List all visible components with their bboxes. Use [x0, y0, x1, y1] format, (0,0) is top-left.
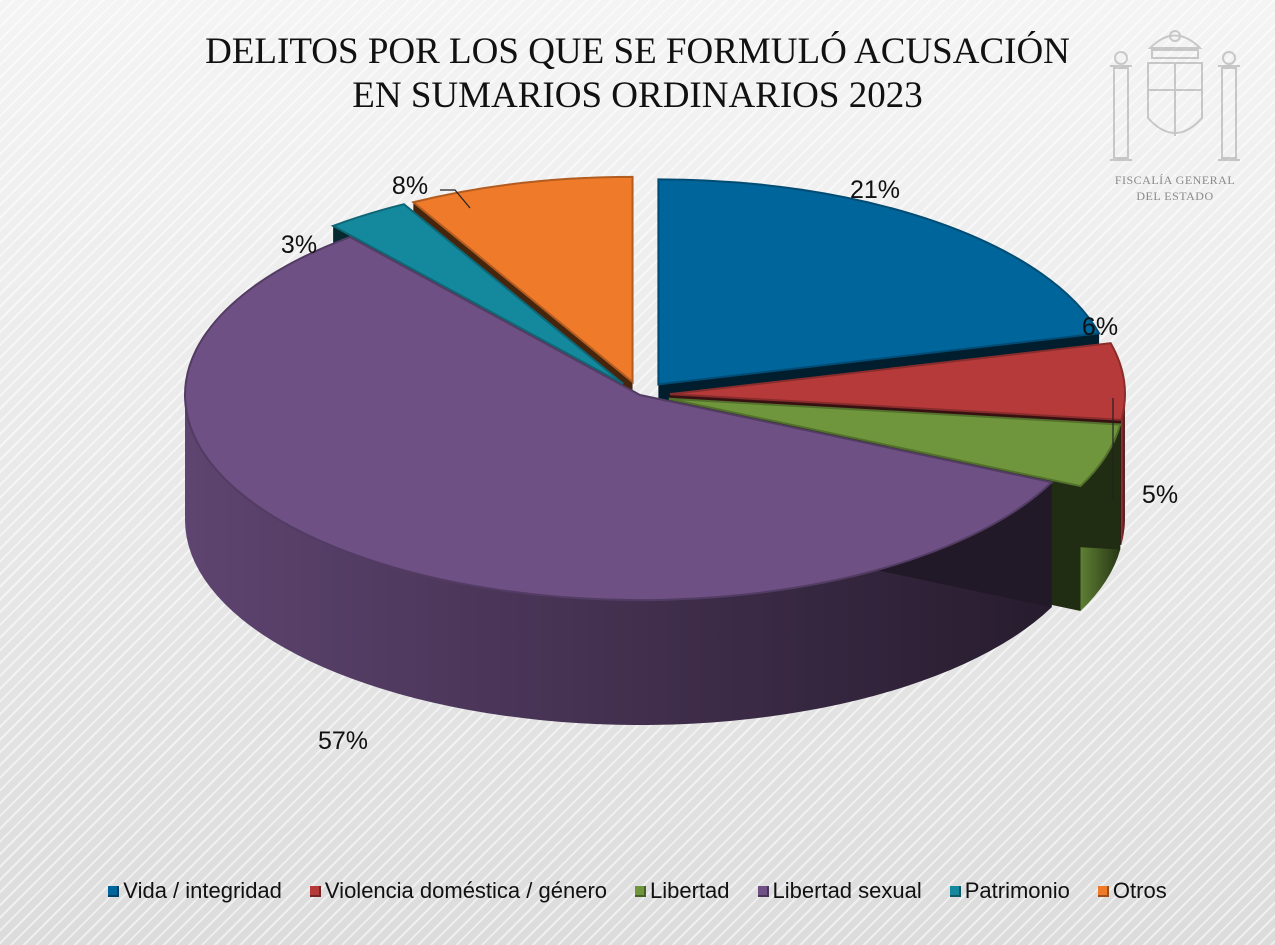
seal-caption-line-2: DEL ESTADO [1136, 189, 1214, 203]
chart-title-line-1: DELITOS POR LOS QUE SE FORMULÓ ACUSACIÓN [205, 31, 1070, 72]
slice-patrimonio [330, 203, 624, 385]
legend-item-5: Otros [1097, 878, 1167, 904]
seal-caption: FISCALÍA GENERAL DEL ESTADO [1090, 172, 1260, 204]
legend-swatch-2 [635, 885, 647, 897]
leader-line-otros [440, 189, 471, 209]
slice-libertad [668, 397, 1122, 488]
slice-otros [411, 175, 634, 385]
slice-wall-1 [1121, 394, 1125, 545]
legend-item-0: Vida / integridad [108, 878, 282, 904]
legend-swatch-0 [108, 885, 120, 897]
chart-title-line-2: EN SUMARIOS ORDINARIOS 2023 [352, 75, 923, 116]
legend: Vida / integridad Violencia doméstica / g… [0, 878, 1275, 904]
data-label-4: 3% [281, 231, 317, 259]
legend-label-3: Libertad sexual [772, 878, 922, 903]
data-label-5: 8% [392, 172, 428, 200]
slice-violencia-dom-stica-g-nero [669, 342, 1126, 421]
data-label-2: 5% [1142, 481, 1178, 509]
coat-of-arms-icon [1110, 30, 1240, 161]
data-label-1: 6% [1082, 313, 1118, 341]
legend-item-2: Libertad [635, 878, 730, 904]
legend-label-4: Patrimonio [964, 878, 1070, 903]
seal-caption-line-1: FISCALÍA GENERAL [1114, 173, 1236, 187]
legend-label-5: Otros [1112, 878, 1167, 903]
data-label-3: 57% [318, 727, 368, 755]
legend-label-2: Libertad [650, 878, 730, 903]
slice-wall-3 [185, 395, 1052, 725]
legend-swatch-5 [1097, 885, 1109, 897]
chart-title: DELITOS POR LOS QUE SE FORMULÓ ACUSACIÓN… [0, 30, 1275, 118]
legend-item-4: Patrimonio [949, 878, 1070, 904]
slice-vida-integridad [657, 178, 1101, 386]
slice-libertad-sexual [184, 235, 1054, 601]
legend-label-1: Violencia doméstica / género [324, 878, 608, 903]
data-label-0: 21% [850, 176, 900, 204]
legend-swatch-1 [309, 885, 321, 897]
legend-item-1: Violencia doméstica / género [309, 878, 608, 904]
legend-item-3: Libertad sexual [757, 878, 922, 904]
legend-swatch-3 [757, 885, 769, 897]
legend-label-0: Vida / integridad [123, 878, 282, 903]
legend-swatch-4 [949, 885, 961, 897]
